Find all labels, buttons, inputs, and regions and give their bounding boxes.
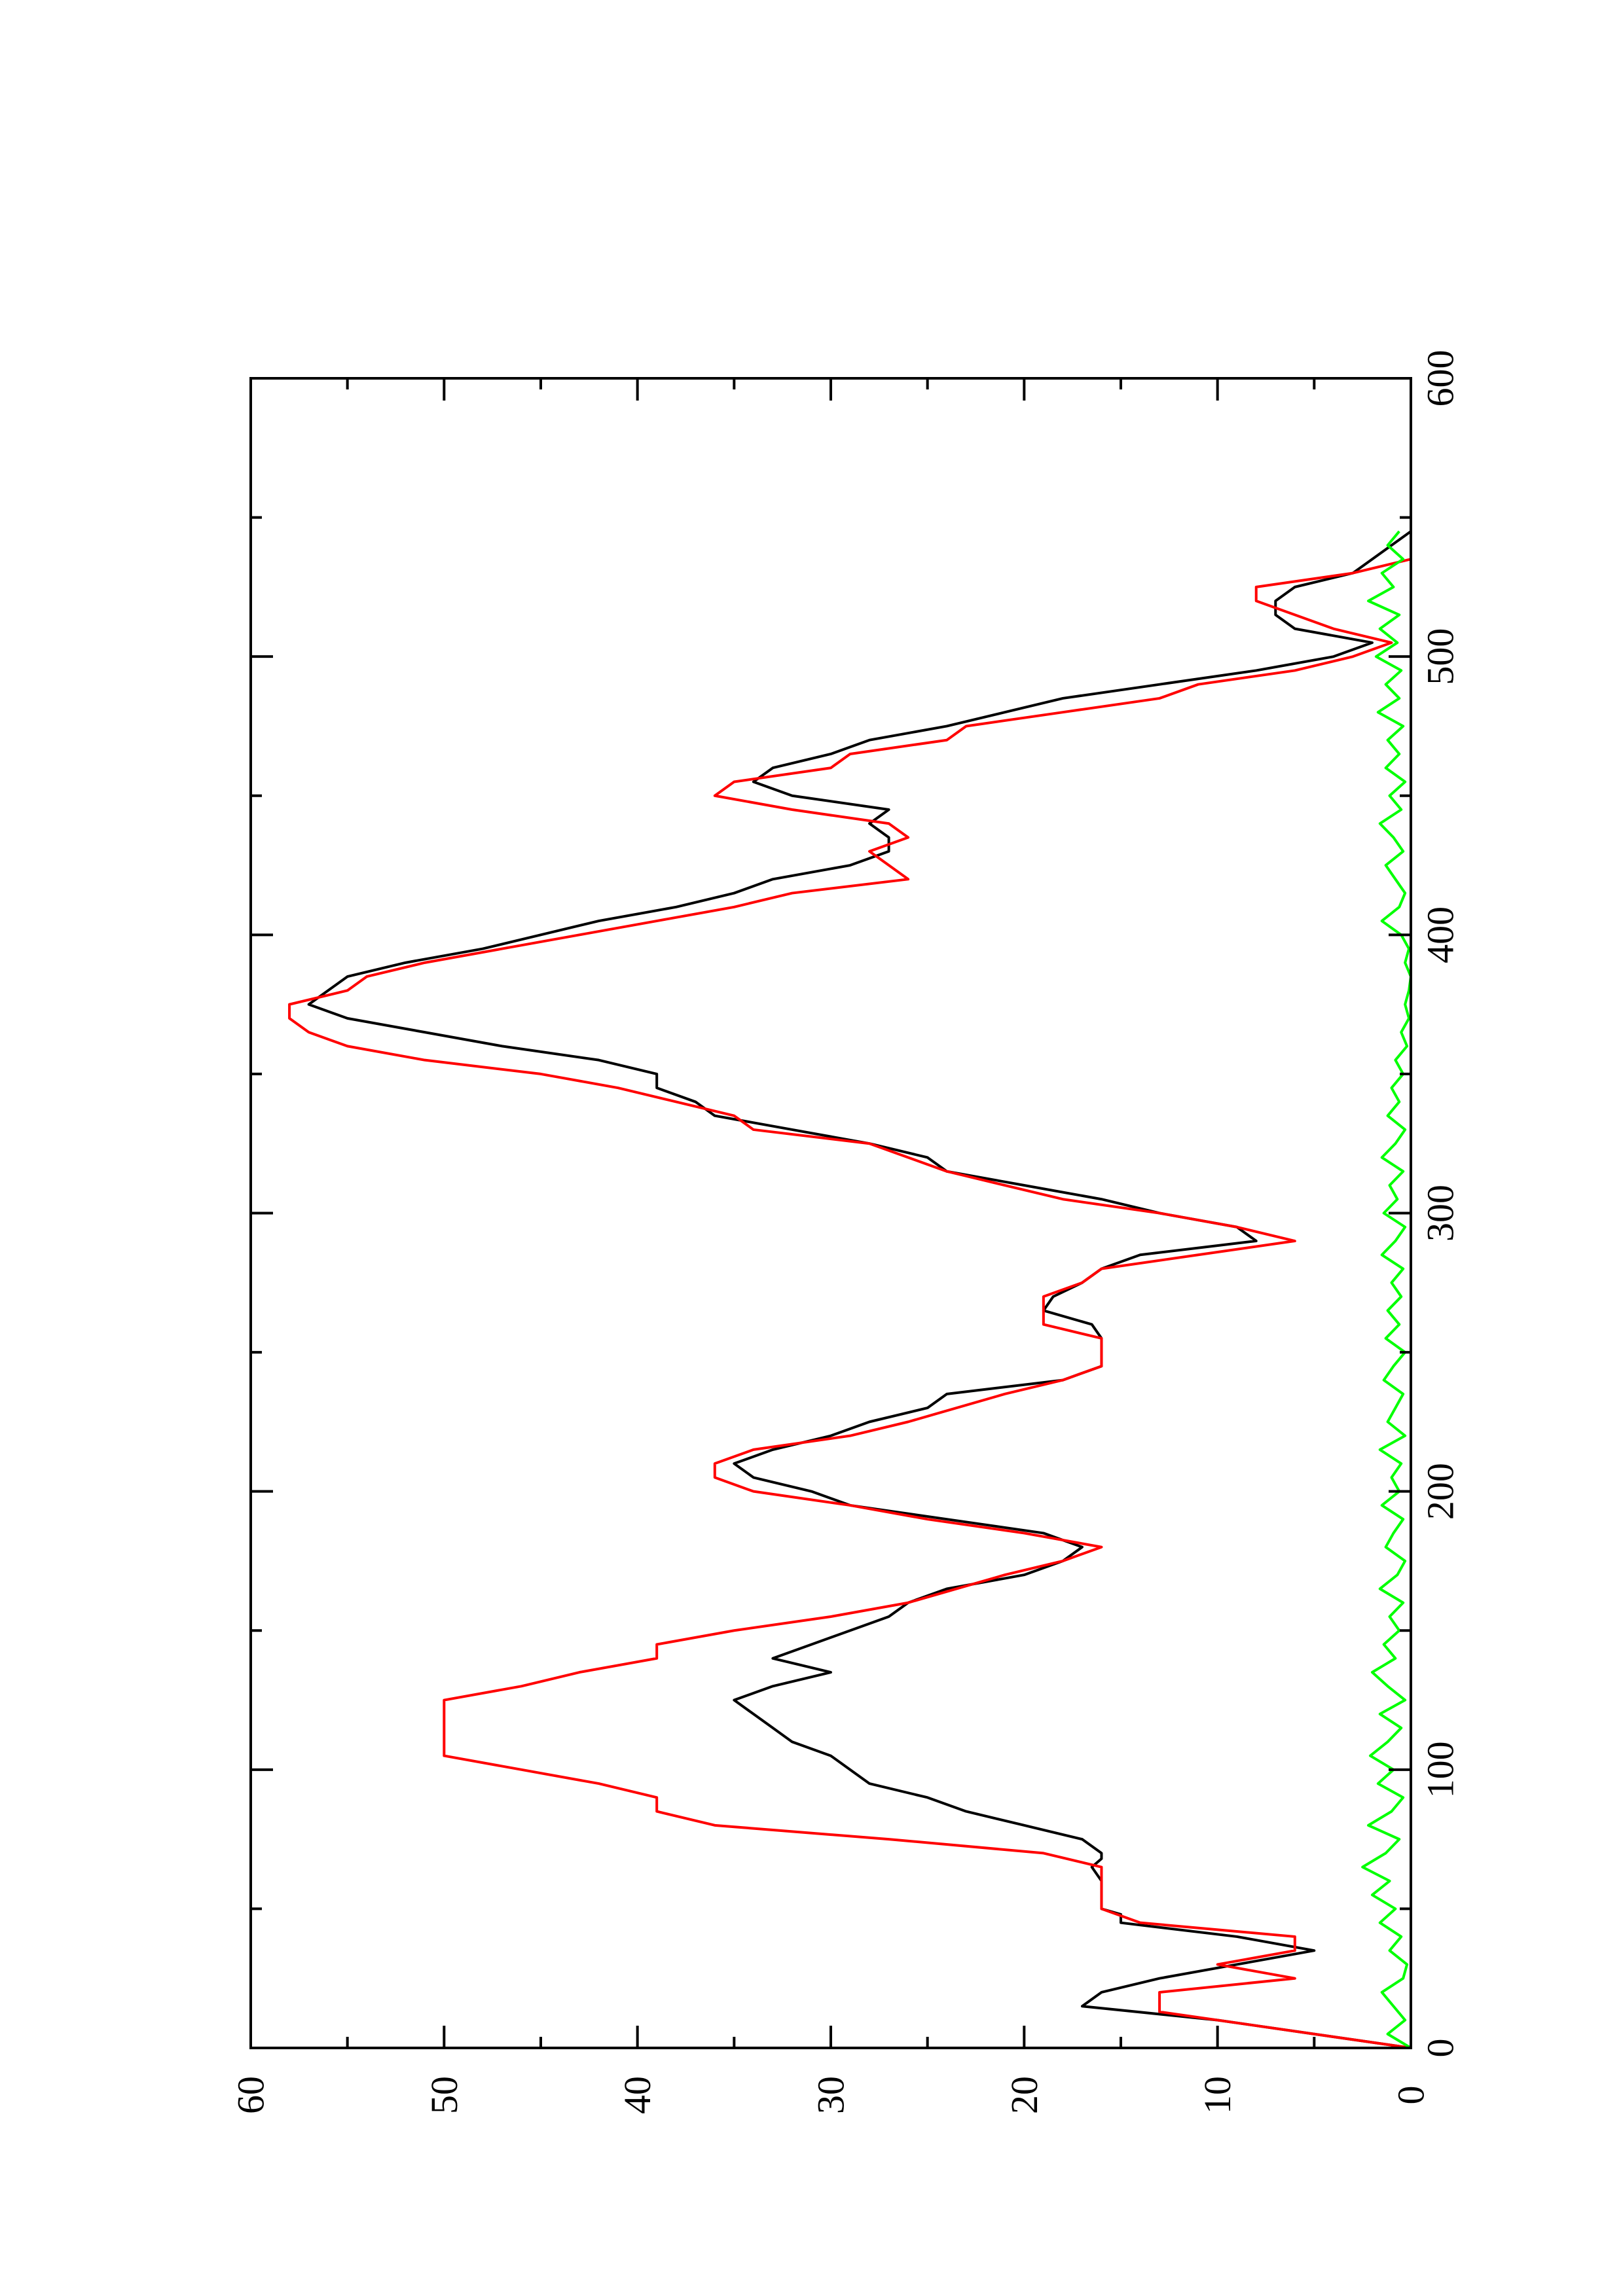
plot-series xyxy=(288,530,1412,2049)
x-tick-label: 100 xyxy=(1419,1741,1462,1798)
series-line-2 xyxy=(1361,530,1412,2049)
y-tick-label: 0 xyxy=(1390,2086,1432,2105)
x-tick-label: 400 xyxy=(1419,906,1462,963)
y-tick-label: 60 xyxy=(230,2076,272,2114)
y-tick-label: 10 xyxy=(1196,2076,1239,2114)
x-tick-label: 600 xyxy=(1419,350,1462,407)
x-tick-label: 200 xyxy=(1419,1463,1462,1520)
y-tick-label: 20 xyxy=(1003,2076,1046,2114)
y-tick-label: 30 xyxy=(810,2076,852,2114)
x-tick-label: 500 xyxy=(1419,628,1462,685)
x-tick-label: 0 xyxy=(1419,2039,1462,2058)
x-tick-label: 300 xyxy=(1419,1185,1462,1242)
series-line-0 xyxy=(307,530,1412,2049)
y-tick-label: 40 xyxy=(616,2076,659,2114)
series-line-1 xyxy=(288,558,1412,2049)
y-tick-label: 50 xyxy=(423,2076,465,2114)
x-axis: 0 100 200 300 400 500 600 xyxy=(251,350,1462,2058)
y-axis: 0 10 20 30 40 50 60 xyxy=(230,378,1432,2114)
